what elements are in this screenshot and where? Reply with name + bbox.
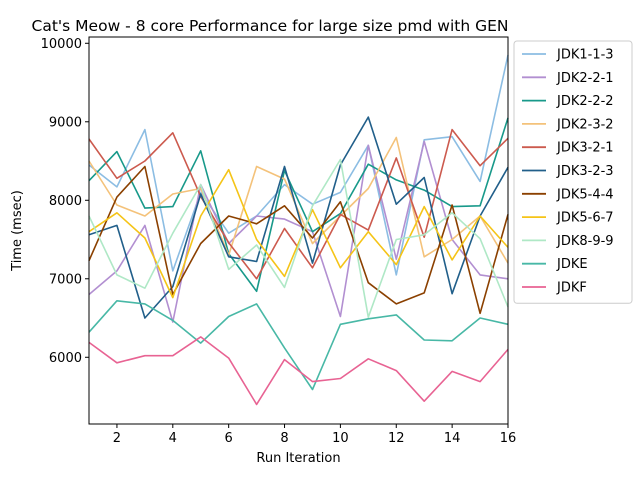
legend-box xyxy=(513,40,633,304)
x-axis-ticks: 2 4 6 8 10 12 14 16 xyxy=(113,424,516,446)
series-line-jdk2-2-1 xyxy=(88,140,509,323)
series-line-jdk8-9-9 xyxy=(88,158,509,319)
x-tick-label: 8 xyxy=(280,431,288,446)
series-line-jdk3-2-3 xyxy=(88,116,509,319)
x-tick-label: 12 xyxy=(388,431,405,446)
legend-label: JDK5-4-4 xyxy=(556,187,614,202)
y-tick-label: 10000 xyxy=(41,37,82,52)
y-tick-label: 7000 xyxy=(49,272,82,287)
series-line-jdke xyxy=(88,299,509,391)
x-tick-label: 4 xyxy=(169,431,177,446)
legend-label: JDKF xyxy=(556,281,587,296)
series-line-jdk5-6-7 xyxy=(88,168,509,299)
legend: JDK1-1-3 JDK2-2-1 JDK2-2-2 JDK2-3-2 JDK3-2-1… xyxy=(513,40,633,304)
chart-title: Cat's Meow - 8 core Performance for larg… xyxy=(32,17,509,35)
x-tick-label: 10 xyxy=(332,431,349,446)
legend-label: JDK8-9-9 xyxy=(556,234,614,249)
legend-label: JDK3-2-1 xyxy=(556,141,614,156)
x-tick-label: 6 xyxy=(225,431,233,446)
legend-label: JDK2-3-2 xyxy=(556,117,614,132)
series-line-jdk2-2-2 xyxy=(88,117,509,293)
series-line-jdk1-1-3 xyxy=(88,54,509,276)
legend-label: JDK3-2-3 xyxy=(556,164,614,179)
legend-label: JDK5-6-7 xyxy=(556,211,614,226)
series-line-jdkf xyxy=(88,336,509,406)
y-tick-label: 9000 xyxy=(49,115,82,130)
legend-label: JDK2-2-2 xyxy=(556,94,614,109)
y-axis-ticks: 6000 7000 8000 9000 10000 xyxy=(41,37,89,366)
series-line-jdk3-2-1 xyxy=(88,128,509,280)
legend-label: JDK1-1-3 xyxy=(556,48,614,63)
plot-area-frame xyxy=(88,36,509,425)
legend-label: JDKE xyxy=(556,257,588,272)
legend-label: JDK2-2-1 xyxy=(556,71,614,86)
plot-series-group xyxy=(88,54,509,406)
x-tick-label: 14 xyxy=(444,431,461,446)
x-tick-label: 2 xyxy=(113,431,121,446)
y-tick-label: 8000 xyxy=(49,194,82,209)
y-axis-label: Time (msec) xyxy=(10,190,25,272)
series-line-jdk5-4-4 xyxy=(88,165,509,315)
x-tick-label: 16 xyxy=(500,431,517,446)
x-axis-label: Run Iteration xyxy=(256,451,340,466)
y-tick-label: 6000 xyxy=(49,351,82,366)
